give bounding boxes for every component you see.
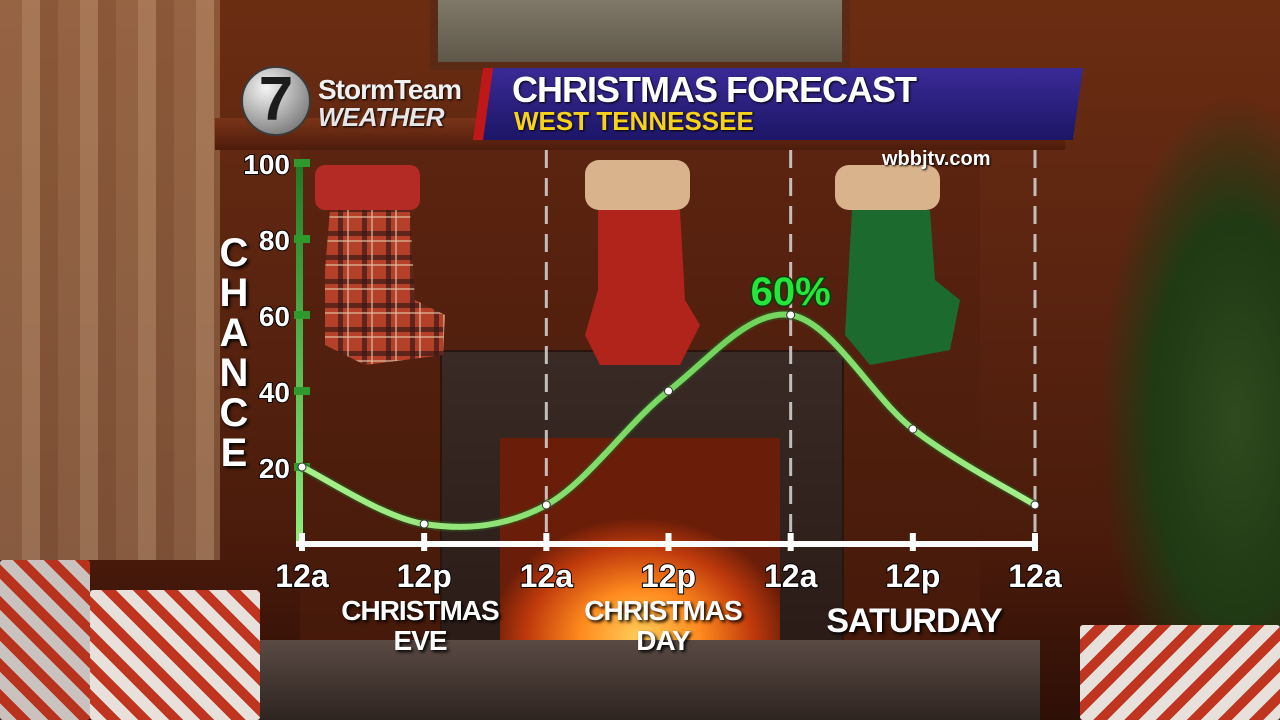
red-stocking bbox=[585, 160, 700, 365]
y-tick bbox=[294, 235, 310, 243]
hearth bbox=[240, 640, 1040, 720]
x-tick bbox=[665, 533, 672, 551]
plaid-stocking bbox=[315, 165, 445, 365]
curtain bbox=[0, 0, 220, 560]
christmas-tree bbox=[1085, 40, 1280, 720]
y-axis-label-letter: A bbox=[219, 311, 249, 355]
y-tick bbox=[294, 387, 310, 395]
data-point bbox=[786, 310, 796, 320]
page-subtitle: WEST TENNESSEE bbox=[514, 106, 754, 136]
gift-box bbox=[90, 590, 260, 720]
logo-number: 7 bbox=[258, 65, 294, 134]
y-tick-label: 100 bbox=[243, 149, 290, 180]
x-tick bbox=[543, 533, 550, 551]
y-tick-label: 20 bbox=[259, 453, 290, 484]
y-axis-label-letter: C bbox=[219, 391, 249, 435]
x-tick-label: 12p bbox=[641, 558, 696, 594]
y-axis bbox=[296, 163, 303, 543]
y-axis-label-letter: C bbox=[219, 231, 249, 275]
series-line bbox=[299, 311, 1038, 530]
y-tick-label: 80 bbox=[259, 225, 290, 256]
data-point bbox=[1030, 500, 1040, 510]
x-tick-label: 12a bbox=[764, 558, 818, 594]
x-tick-label: 12p bbox=[885, 558, 940, 594]
y-axis-label-letter: E bbox=[220, 431, 248, 475]
day-label-christmas-eve: CHRISTMAS EVE bbox=[341, 595, 499, 656]
gift-box bbox=[0, 560, 90, 720]
logo-line2: WEATHER bbox=[318, 102, 445, 132]
logo-line1: StormTeam bbox=[318, 74, 462, 105]
x-tick-label: 12a bbox=[1008, 558, 1062, 594]
website-label: wbbjtv.com bbox=[882, 148, 991, 170]
x-tick-label: 12a bbox=[275, 558, 329, 594]
x-tick bbox=[421, 533, 428, 551]
station-logo bbox=[241, 66, 311, 136]
data-point bbox=[664, 386, 673, 396]
x-tick-label: 12a bbox=[520, 558, 574, 594]
data-point bbox=[541, 500, 551, 510]
x-tick-label: 12p bbox=[397, 558, 452, 594]
x-tick bbox=[1032, 533, 1038, 551]
x-tick bbox=[909, 533, 916, 551]
y-tick-label: 60 bbox=[259, 301, 290, 332]
data-point bbox=[908, 424, 918, 434]
data-point bbox=[297, 462, 307, 472]
y-tick bbox=[294, 311, 310, 319]
x-tick bbox=[787, 533, 794, 551]
y-tick bbox=[294, 159, 310, 167]
day-label-saturday: SATURDAY bbox=[826, 602, 1002, 640]
gift-box bbox=[1080, 625, 1280, 720]
y-axis-label-letter: N bbox=[219, 351, 249, 395]
peak-annotation: 60% bbox=[751, 270, 831, 314]
page-title: CHRISTMAS FORECAST bbox=[512, 69, 917, 110]
mantel-painting bbox=[430, 0, 850, 70]
y-tick-label: 40 bbox=[259, 377, 290, 408]
green-stocking bbox=[835, 165, 960, 365]
series-line-shadow bbox=[299, 309, 1038, 532]
data-point bbox=[419, 519, 429, 529]
day-label-christmas-day: CHRISTMAS DAY bbox=[584, 595, 742, 656]
y-axis-label-letter: H bbox=[219, 271, 249, 315]
x-tick bbox=[299, 533, 305, 551]
